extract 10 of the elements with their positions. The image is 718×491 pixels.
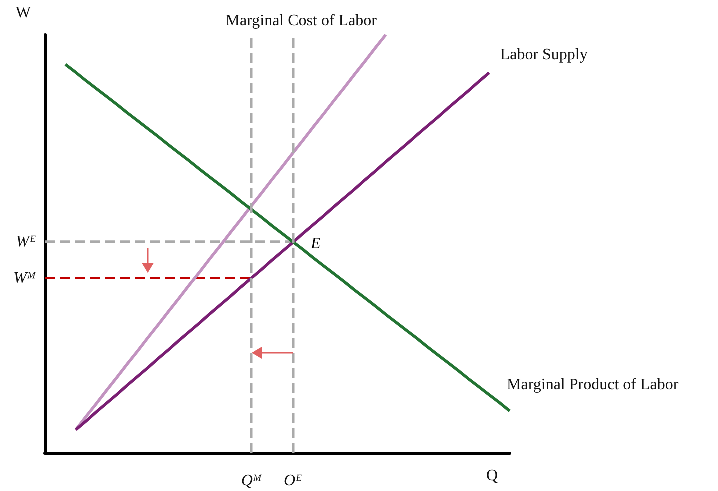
series-label: Marginal Cost of Labor xyxy=(226,12,378,30)
x-axis-title: Q xyxy=(486,468,498,484)
x-tick-label: Qᴹ xyxy=(241,472,263,490)
x-tick-label: Oᴱ xyxy=(284,472,303,490)
series-label: Marginal Product of Labor xyxy=(507,376,680,394)
annotation: E xyxy=(310,235,321,252)
series-label: Wᴱ xyxy=(16,233,36,250)
series-label: Labor Supply xyxy=(500,46,588,64)
series-label: Wᴹ xyxy=(14,270,37,287)
y-axis-title: W xyxy=(16,4,32,22)
